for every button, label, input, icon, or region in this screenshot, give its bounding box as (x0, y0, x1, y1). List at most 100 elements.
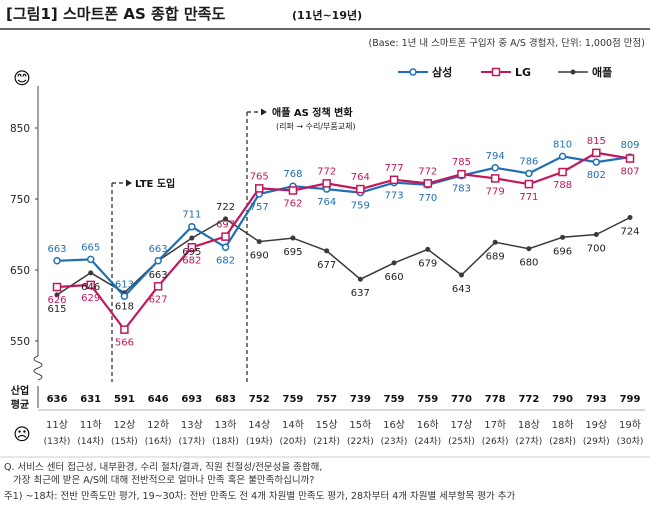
data-label-samsung: 764 (317, 197, 336, 208)
legend-item-apple: 애플 (558, 65, 612, 79)
point-lg (490, 174, 500, 183)
industry-average-row: 산업 평균 636 631 591 646 693 683 752 759 757 739 759 7… (11, 384, 641, 411)
data-label-apple: 679 (418, 258, 437, 269)
annotation-apple-policy: 애플 AS 정책 변화 (리퍼 → 수리/부품교체) (246, 106, 356, 382)
x-tick-wave: (20차) (280, 435, 307, 447)
data-label-samsung: 663 (47, 244, 66, 255)
y-tick-label: 650 (10, 265, 30, 277)
x-tick-wave: (23차) (381, 435, 408, 447)
x-tick-wave: (19차) (246, 435, 273, 447)
x-tick-label: 13하 (215, 418, 237, 431)
x-tick-wave: (21차) (313, 435, 340, 447)
point-apple (88, 270, 94, 276)
annotation-apple-sublabel: (리퍼 → 수리/부품교체) (276, 121, 356, 131)
data-label-apple: 722 (216, 202, 235, 213)
point-lg (120, 325, 129, 334)
data-label-apple: 615 (47, 304, 66, 315)
point-lg (221, 232, 230, 241)
annotation-apple-label: 애플 AS 정책 변화 (272, 106, 353, 119)
legend-label-apple: 애플 (592, 65, 612, 79)
data-label-samsung: 663 (149, 244, 168, 255)
x-tick-wave: (15차) (111, 435, 138, 447)
data-label-samsung: 773 (385, 191, 404, 202)
point-samsung (53, 257, 61, 265)
data-label-samsung: 682 (216, 255, 235, 266)
x-tick-wave: (18차) (212, 435, 239, 447)
point-lg (322, 179, 331, 188)
data-label-apple: 724 (620, 226, 639, 237)
data-label-lg: 697 (216, 220, 235, 231)
point-lg (288, 186, 298, 195)
data-label-apple: 663 (149, 270, 168, 281)
x-tick-label: 13상 (181, 419, 203, 431)
data-label-lg: 682 (182, 255, 201, 266)
x-tick-wave: (26차) (482, 435, 509, 447)
industry-average-value: 759 (417, 394, 438, 405)
x-tick-label: 14하 (282, 418, 304, 431)
data-label-lg: 785 (452, 157, 471, 168)
series-line-samsung (56, 155, 631, 298)
data-label-samsung: 759 (351, 201, 370, 212)
data-label-samsung: 794 (486, 151, 505, 162)
data-label-samsung: 665 (81, 242, 100, 253)
data-label-apple: 643 (452, 284, 471, 295)
data-label-apple: 680 (519, 258, 538, 269)
x-tick-label: 12하 (147, 418, 169, 431)
industry-average-value: 591 (114, 394, 135, 405)
data-label-lg: 777 (385, 163, 404, 174)
y-axis-break (33, 352, 43, 381)
industry-average-value: 772 (518, 394, 539, 405)
data-label-lg: 772 (317, 166, 336, 177)
industry-average-value: 759 (384, 394, 405, 405)
x-tick-label: 11상 (46, 419, 68, 431)
legend: 삼성 LG 애플 (398, 65, 612, 79)
point-apple (357, 276, 363, 282)
industry-label-line1: 산업 (11, 384, 29, 397)
x-tick-wave: (16차) (145, 435, 172, 447)
data-label-samsung: 810 (553, 139, 572, 150)
point-samsung (558, 152, 567, 161)
y-tick-label: 850 (10, 123, 30, 135)
industry-average-value: 631 (80, 394, 101, 405)
data-label-samsung: 802 (587, 170, 606, 181)
x-tick-label: 16상 (383, 419, 405, 431)
data-label-samsung: 809 (620, 140, 639, 151)
legend-label-lg: LG (515, 66, 531, 79)
y-tick-label: 750 (10, 194, 30, 206)
point-apple (324, 248, 330, 254)
point-lg (389, 175, 399, 185)
industry-average-value: 739 (350, 394, 371, 405)
data-label-lg: 765 (250, 171, 269, 182)
point-lg (153, 282, 163, 291)
x-tick-wave: (13차) (44, 435, 71, 447)
point-lg (86, 280, 95, 290)
annotation-lte-label: LTE 도입 (135, 177, 175, 190)
point-lg (457, 169, 466, 179)
x-tick-label: 16하 (417, 418, 439, 431)
chart-period: (11년~19년) (292, 8, 362, 22)
x-tick-wave: (22차) (347, 435, 374, 447)
x-tick-label: 15상 (316, 419, 338, 431)
x-tick-label: 14상 (248, 419, 270, 431)
data-label-lg: 771 (519, 192, 538, 203)
x-tick-label: 12상 (113, 419, 135, 431)
point-samsung (154, 257, 162, 265)
x-tick-label: 17상 (451, 419, 473, 431)
point-lg (592, 148, 601, 158)
legend-marker-apple (570, 69, 576, 75)
x-tick-label: 15하 (349, 418, 371, 431)
industry-average-value: 778 (485, 394, 506, 405)
point-lg (187, 243, 197, 252)
data-label-apple: 646 (81, 282, 100, 293)
legend-marker-lg (491, 67, 501, 77)
point-lg (52, 282, 62, 292)
point-lg (423, 179, 433, 188)
point-apple (560, 234, 566, 240)
annotation-lte-arrow (126, 179, 132, 187)
industry-average-value: 793 (586, 394, 607, 405)
data-label-apple: 618 (115, 302, 134, 313)
point-apple (391, 260, 397, 266)
y-tick-label: 550 (10, 336, 30, 348)
